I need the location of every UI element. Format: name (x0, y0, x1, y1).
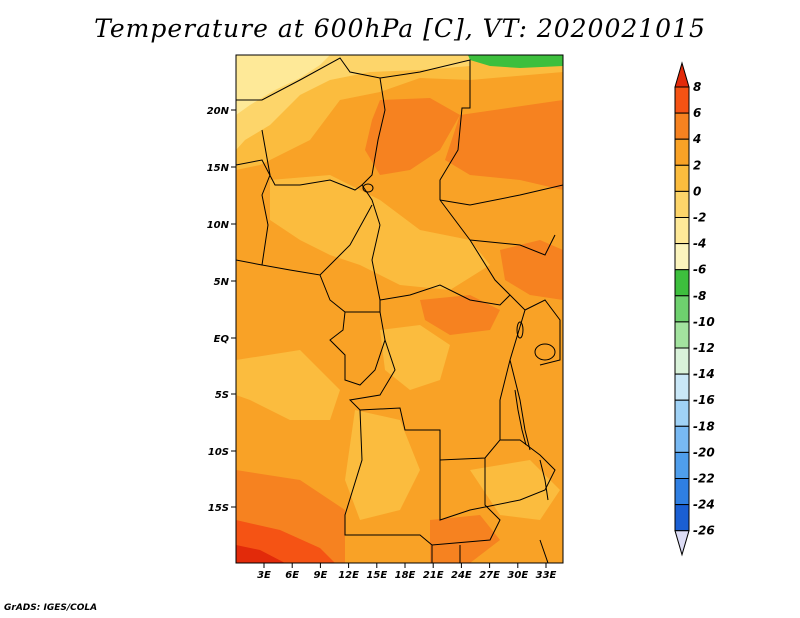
colorbar-top-arrow (674, 61, 690, 88)
field-west-mild (270, 175, 490, 290)
temperature-field (236, 55, 563, 563)
colorbar-segment (674, 321, 690, 349)
colorbar-segment (674, 112, 690, 140)
border-gabon (329, 311, 386, 386)
lat-label: 20N (207, 106, 230, 117)
lake-malawi (539, 459, 549, 501)
border-south (431, 539, 549, 563)
colorbar-label: -6 (693, 263, 706, 277)
field-congo-mild (380, 325, 450, 390)
colorbar-segment (674, 138, 690, 166)
colorbar-segment (674, 295, 690, 323)
lat-label: 10S (208, 447, 229, 458)
map-title: Temperature at 600hPa [C], VT: 202002101… (94, 14, 706, 43)
colorbar-segment (674, 217, 690, 245)
field-east-warm (445, 100, 563, 190)
lon-label: 33E (536, 570, 557, 581)
colorbar-label: -8 (693, 289, 706, 303)
colorbar-label: -2 (693, 211, 706, 225)
map-frame (235, 54, 564, 564)
colorbar-segment (674, 373, 690, 401)
colorbar-label: 0 (693, 184, 701, 198)
border-sudan (439, 184, 563, 206)
colorbar-label: 4 (692, 132, 701, 146)
lat-label: 5N (214, 277, 230, 288)
colorbar-segment (674, 269, 690, 297)
colorbar-label: -10 (693, 315, 715, 329)
field-southwest-hottest (236, 545, 285, 563)
lon-label: 9E (314, 570, 328, 581)
lon-label: 12E (338, 570, 359, 581)
lat-label: 5S (215, 390, 229, 401)
field-north-green (468, 55, 563, 68)
border-west (236, 159, 363, 191)
longitude-axis: 3E 6E 9E 12E 15E 18E 21E 24E 27E 30E 33E (257, 563, 557, 581)
lon-label: 6E (285, 570, 299, 581)
colorbar-segment (674, 478, 690, 506)
lakes (362, 183, 556, 501)
lake-albert (516, 321, 524, 339)
colorbar-label: 8 (693, 80, 701, 94)
lat-label: 15N (207, 163, 230, 174)
border-east-lakes (509, 359, 531, 451)
field-southeast-mild (470, 460, 560, 520)
lon-label: 30E (507, 570, 528, 581)
colorbar-label: -26 (693, 524, 715, 538)
colorbar-label: -20 (693, 445, 715, 459)
colorbar-segment (674, 243, 690, 271)
colorbar-segment (674, 425, 690, 453)
lake-tanganyika (514, 389, 527, 446)
lon-label: 15E (366, 570, 387, 581)
lat-label: 15S (208, 503, 229, 514)
colorbar-segment (674, 451, 690, 479)
lon-label: 27E (479, 570, 500, 581)
colorbar-segment (674, 164, 690, 192)
border-car (371, 199, 511, 306)
latitude-axis: 20N 15N 10N 5N EQ 5S 10S 15S (207, 106, 236, 514)
lon-label: 3E (257, 570, 271, 581)
colorbar-label: 2 (693, 158, 701, 172)
country-borders (236, 57, 563, 563)
colorbar-label: -14 (693, 367, 715, 381)
lat-label: EQ (214, 334, 230, 345)
border-drc-west (348, 294, 526, 461)
colorbar: 8 6 4 2 0 -2 -4 -6 -8 -10 -12 -14 -16 -18 -20 -22 -24 -26 (674, 61, 715, 557)
field-south-mild (345, 410, 420, 520)
lake-chad (362, 183, 374, 193)
field-center-warm (420, 295, 500, 335)
border-angola (344, 409, 501, 546)
colorbar-label: -18 (693, 419, 715, 433)
colorbar-segment (674, 86, 690, 114)
colorbar-label: -12 (693, 341, 715, 355)
border-niger-chad (361, 77, 386, 226)
field-east-mid-warm (500, 240, 563, 300)
lon-label: 18E (395, 570, 416, 581)
lat-label: 10N (207, 220, 230, 231)
field-sahel-warm (365, 98, 460, 175)
border-zambia (439, 439, 556, 521)
lon-label: 21E (423, 570, 444, 581)
colorbar-segment (674, 399, 690, 427)
field-south-center-warm (430, 515, 500, 563)
colorbar-bottom-arrow (674, 530, 690, 557)
colorbar-segment (674, 504, 690, 532)
lon-label: 24E (451, 570, 472, 581)
colorbar-label: -4 (693, 237, 706, 251)
grads-credit: GrADS: IGES/COLA (4, 603, 98, 613)
border-sahara (236, 57, 471, 200)
colorbar-label: -22 (693, 472, 715, 486)
border-uganda (524, 299, 561, 366)
lake-victoria (534, 343, 556, 361)
border-south-sudan (469, 234, 556, 256)
field-northwest-cooler (236, 55, 330, 115)
border-coast (236, 259, 263, 266)
colorbar-segment (674, 190, 690, 218)
field-coast-mild (236, 350, 340, 420)
colorbar-segment (674, 347, 690, 375)
colorbar-label: -24 (693, 498, 715, 512)
colorbar-label: -16 (693, 393, 715, 407)
colorbar-label: 6 (693, 106, 701, 120)
